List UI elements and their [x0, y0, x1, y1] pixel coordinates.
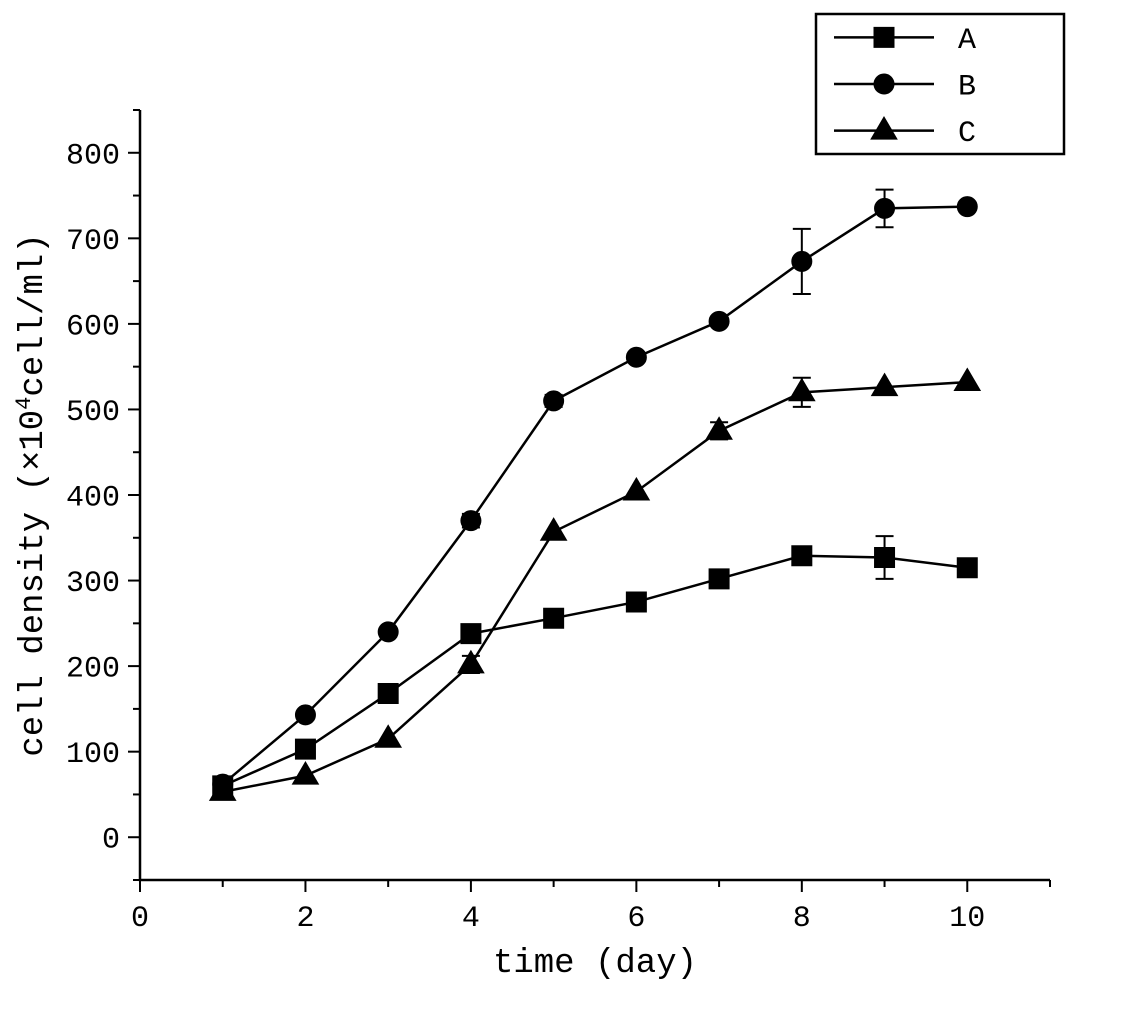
marker-A — [378, 683, 398, 703]
marker-B — [544, 391, 564, 411]
marker-C — [292, 762, 318, 784]
marker-A — [957, 558, 977, 578]
marker-C — [458, 651, 484, 673]
y-tick-label: 500 — [66, 396, 120, 430]
marker-A — [792, 546, 812, 566]
y-tick-label: 600 — [66, 310, 120, 344]
legend-marker-B — [874, 74, 894, 94]
marker-A — [875, 547, 895, 567]
y-tick-label: 400 — [66, 482, 120, 516]
x-tick-label: 10 — [949, 902, 985, 936]
chart-svg: 02468100100200300400500600700800time (da… — [0, 0, 1129, 1019]
series-line-A — [223, 556, 968, 786]
x-tick-label: 2 — [296, 902, 314, 936]
marker-A — [709, 569, 729, 589]
marker-C — [623, 478, 649, 500]
y-tick-label: 800 — [66, 139, 120, 173]
marker-B — [295, 705, 315, 725]
x-tick-label: 4 — [462, 902, 480, 936]
y-tick-label: 100 — [66, 738, 120, 772]
marker-C — [872, 374, 898, 396]
marker-A — [626, 592, 646, 612]
legend-label: B — [958, 71, 976, 105]
x-tick-label: 0 — [131, 902, 149, 936]
marker-B — [792, 251, 812, 271]
marker-A — [295, 739, 315, 759]
marker-B — [378, 622, 398, 642]
y-tick-label: 700 — [66, 225, 120, 259]
marker-C — [375, 725, 401, 747]
marker-A — [544, 608, 564, 628]
marker-C — [541, 518, 567, 540]
marker-A — [461, 624, 481, 644]
marker-B — [709, 311, 729, 331]
cell-density-chart: 02468100100200300400500600700800time (da… — [0, 0, 1129, 1019]
marker-B — [626, 347, 646, 367]
marker-C — [954, 368, 980, 390]
x-axis-title: time (day) — [493, 945, 697, 983]
marker-B — [461, 511, 481, 531]
x-tick-label: 8 — [793, 902, 811, 936]
y-axis-title: cell density (×104cell/ml) — [12, 233, 54, 756]
series-line-B — [223, 207, 968, 785]
marker-C — [706, 417, 732, 439]
y-tick-label: 0 — [102, 824, 120, 858]
legend-label: C — [958, 117, 976, 151]
x-tick-label: 6 — [627, 902, 645, 936]
marker-B — [957, 197, 977, 217]
axes — [140, 110, 1050, 880]
y-tick-label: 200 — [66, 653, 120, 687]
y-tick-label: 300 — [66, 567, 120, 601]
marker-B — [875, 198, 895, 218]
marker-C — [789, 379, 815, 401]
legend-label: A — [958, 24, 976, 58]
legend-marker-A — [874, 27, 894, 47]
